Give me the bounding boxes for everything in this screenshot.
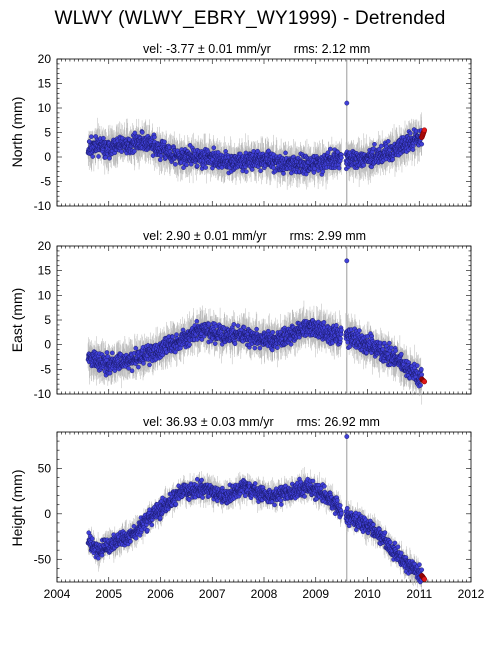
east-vel-label: vel: bbox=[143, 229, 163, 243]
north-y-tick-label: 0 bbox=[44, 150, 51, 164]
north-data-point bbox=[96, 154, 101, 159]
east-vel-value: 2.90 bbox=[165, 229, 191, 243]
north-data-point bbox=[107, 155, 112, 161]
north-data-point bbox=[132, 148, 137, 154]
east-data-point bbox=[109, 350, 115, 356]
north-data-point bbox=[101, 135, 106, 141]
north-data-point bbox=[378, 143, 384, 149]
north-y-tick-label: 15 bbox=[38, 77, 52, 91]
north-data-point bbox=[140, 130, 145, 135]
north-points bbox=[85, 100, 428, 190]
east-vel-err: 0.01 bbox=[204, 229, 229, 243]
north-vel-label: vel: bbox=[143, 42, 163, 56]
north-data-point bbox=[89, 134, 94, 139]
north-data-point bbox=[410, 147, 416, 152]
north-rms-label: rms: bbox=[293, 42, 319, 56]
east-vel-pm: ± bbox=[193, 229, 201, 243]
north-data-point bbox=[173, 162, 178, 167]
east-y-tick-label: 0 bbox=[44, 338, 51, 352]
east-y-tick-label: -5 bbox=[40, 362, 51, 376]
north-data-point bbox=[157, 157, 163, 163]
east-y-tick-label: 5 bbox=[44, 313, 51, 327]
north-panel: -10 -5 0 5 10 15 20 bbox=[34, 52, 472, 213]
north-y-tick-label: 20 bbox=[38, 52, 52, 66]
north-data-point bbox=[194, 163, 200, 169]
north-data-point bbox=[281, 171, 286, 176]
east-y-tick-label: -10 bbox=[34, 387, 52, 401]
height-rms-label: rms: bbox=[296, 415, 321, 429]
east-rms-value: 2.99 bbox=[317, 229, 342, 243]
north-data-point bbox=[244, 169, 249, 174]
east-y-tick-label: 20 bbox=[38, 239, 52, 253]
east-vel-unit: mm/yr bbox=[231, 229, 267, 243]
north-data-point bbox=[327, 146, 333, 152]
east-rms-label: rms: bbox=[289, 229, 314, 243]
north-data-point bbox=[372, 141, 377, 147]
east-y-tick-label: 15 bbox=[38, 264, 52, 278]
north-vel-err: 0.01 bbox=[208, 42, 233, 56]
north-data-point bbox=[408, 130, 413, 136]
figure-title: WLWY (WLWY_EBRY_WY1999) - Detrended bbox=[54, 8, 446, 29]
north-rms-unit: mm bbox=[349, 42, 371, 56]
north-data-point bbox=[311, 170, 317, 175]
height-vel-label: vel: bbox=[143, 415, 163, 429]
north-data-point bbox=[150, 153, 156, 158]
north-stats: vel: -3.77 ± 0.01 mm/yr rms: 2.12 mm bbox=[143, 42, 370, 56]
east-panel: -10 -5 0 5 10 15 20 bbox=[34, 239, 472, 405]
height-vel-err: 0.03 bbox=[211, 415, 236, 429]
north-data-point bbox=[390, 157, 395, 162]
north-data-point bbox=[283, 150, 288, 156]
height-rms-value: 26.92 bbox=[324, 415, 356, 429]
east-data-point bbox=[107, 370, 113, 376]
height-rms-unit: mm bbox=[359, 415, 380, 429]
north-data-point bbox=[184, 162, 189, 168]
east-data-point bbox=[104, 350, 110, 355]
north-vel-pm: ± bbox=[197, 42, 205, 56]
north-data-point bbox=[162, 139, 167, 145]
north-data-point bbox=[361, 162, 367, 168]
north-data-point bbox=[181, 165, 186, 170]
height-stats: vel: 36.93 ± 0.03 mm/yr rms: 26.92 mm bbox=[143, 415, 380, 429]
north-y-tick-label: -10 bbox=[34, 199, 52, 213]
north-data-point bbox=[119, 149, 124, 154]
east-points bbox=[85, 258, 428, 405]
north-data-point bbox=[419, 141, 425, 147]
north-y-tick-label: -5 bbox=[40, 175, 51, 189]
north-data-point bbox=[336, 165, 342, 171]
height-vel-pm: ± bbox=[200, 415, 208, 429]
north-data-point bbox=[249, 167, 255, 172]
height-vel-unit: mm/yr bbox=[238, 415, 274, 429]
east-y-tick-label: 10 bbox=[38, 288, 52, 302]
north-recent-point bbox=[421, 127, 428, 133]
north-data-point bbox=[203, 165, 208, 170]
north-outlier-point bbox=[344, 100, 350, 106]
north-data-point bbox=[211, 145, 217, 151]
north-data-point bbox=[325, 150, 331, 155]
north-data-point bbox=[90, 154, 96, 159]
east-stats: vel: 2.90 ± 0.01 mm/yr rms: 2.99 mm bbox=[143, 229, 366, 243]
height-vel-value: 36.93 bbox=[165, 415, 198, 429]
north-data-point bbox=[339, 155, 344, 161]
north-vel-value: -3.77 bbox=[165, 42, 195, 56]
north-vel-unit: mm/yr bbox=[236, 42, 271, 56]
east-rms-unit: mm bbox=[345, 229, 367, 243]
north-y-tick-label: 5 bbox=[44, 126, 51, 140]
north-rms-value: 2.12 bbox=[321, 42, 346, 56]
north-data-point bbox=[258, 168, 263, 174]
north-data-point bbox=[152, 134, 157, 140]
north-y-tick-label: 10 bbox=[38, 101, 52, 115]
north-data-point bbox=[385, 139, 391, 144]
